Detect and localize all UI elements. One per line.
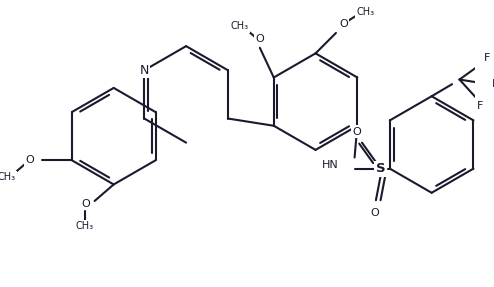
Text: F: F bbox=[484, 53, 491, 63]
Text: CH₃: CH₃ bbox=[357, 7, 375, 17]
Text: CH₃: CH₃ bbox=[0, 172, 16, 182]
Text: F: F bbox=[492, 79, 494, 89]
Text: F: F bbox=[477, 100, 483, 110]
Text: N: N bbox=[140, 64, 149, 77]
Text: CH₃: CH₃ bbox=[230, 22, 248, 32]
Text: O: O bbox=[255, 34, 264, 44]
Text: CH₃: CH₃ bbox=[75, 221, 93, 231]
Text: O: O bbox=[26, 155, 35, 165]
Text: O: O bbox=[352, 127, 361, 137]
Text: HN: HN bbox=[322, 160, 339, 170]
Text: S: S bbox=[376, 162, 385, 175]
Text: O: O bbox=[81, 199, 90, 209]
Text: O: O bbox=[370, 208, 379, 218]
Text: O: O bbox=[339, 19, 348, 29]
